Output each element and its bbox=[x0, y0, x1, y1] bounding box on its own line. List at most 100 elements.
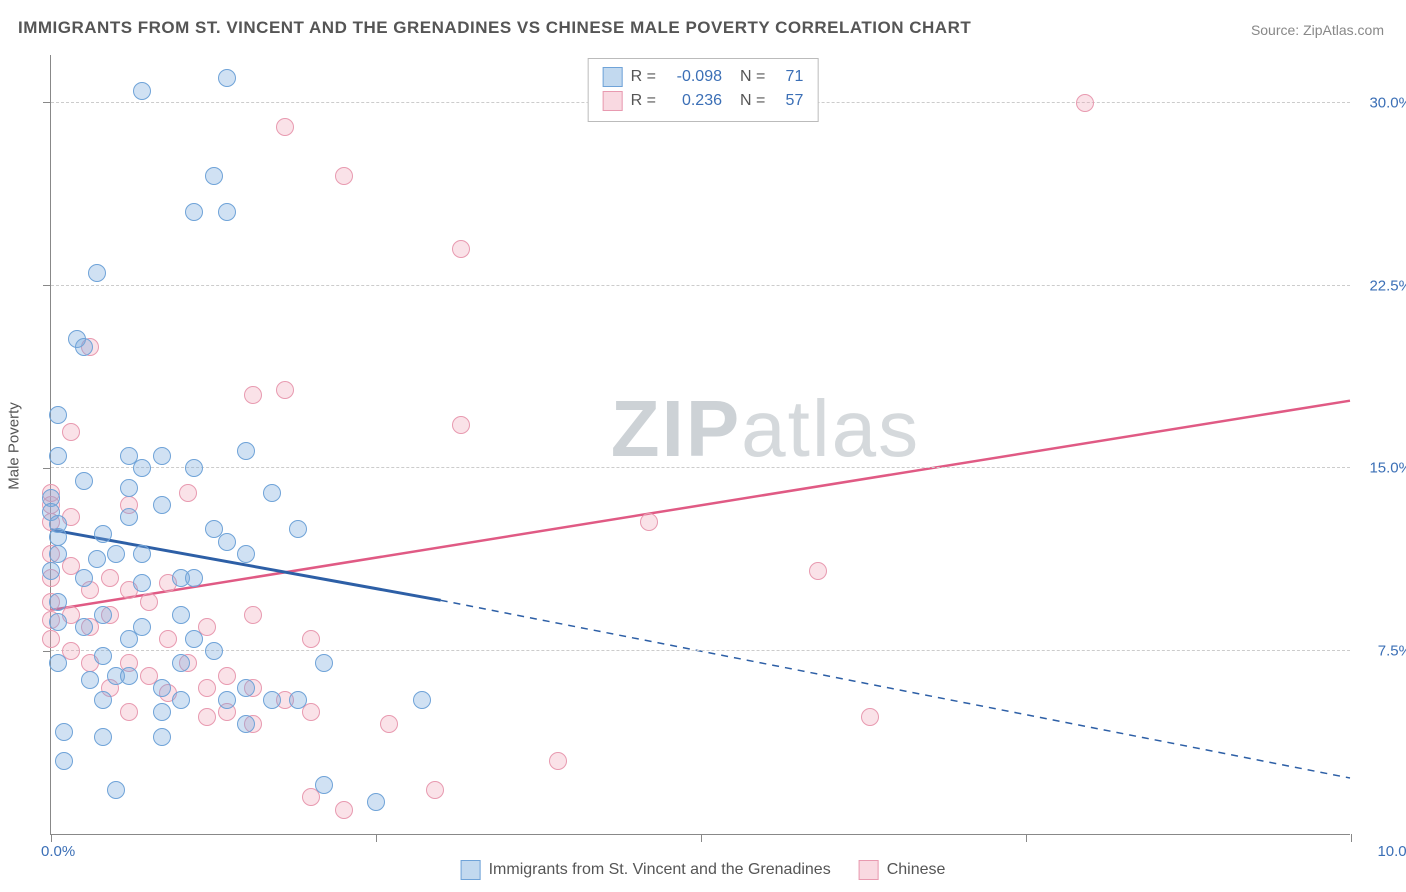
data-point-blue bbox=[42, 562, 60, 580]
data-point-pink bbox=[380, 715, 398, 733]
data-point-pink bbox=[244, 386, 262, 404]
data-point-blue bbox=[49, 613, 67, 631]
data-point-blue bbox=[237, 442, 255, 460]
data-point-pink bbox=[244, 606, 262, 624]
data-point-pink bbox=[452, 416, 470, 434]
data-point-blue bbox=[49, 545, 67, 563]
data-point-blue bbox=[133, 545, 151, 563]
data-point-blue bbox=[185, 459, 203, 477]
data-point-blue bbox=[237, 715, 255, 733]
data-point-blue bbox=[49, 654, 67, 672]
data-point-blue bbox=[75, 618, 93, 636]
gridline-y bbox=[51, 650, 1350, 651]
data-point-blue bbox=[263, 484, 281, 502]
data-point-blue bbox=[120, 479, 138, 497]
data-point-blue bbox=[172, 691, 190, 709]
data-point-blue bbox=[153, 728, 171, 746]
legend-series: Immigrants from St. Vincent and the Gren… bbox=[453, 858, 954, 882]
data-point-blue bbox=[133, 618, 151, 636]
data-point-blue bbox=[153, 703, 171, 721]
x-tick-label-min: 0.0% bbox=[41, 843, 75, 860]
data-point-blue bbox=[133, 459, 151, 477]
data-point-blue bbox=[133, 574, 151, 592]
data-point-blue bbox=[237, 545, 255, 563]
data-point-blue bbox=[289, 691, 307, 709]
y-tick-label: 30.0% bbox=[1369, 94, 1406, 111]
watermark: ZIPatlas bbox=[611, 383, 920, 475]
data-point-pink bbox=[809, 562, 827, 580]
plot-area: ZIPatlas 7.5%15.0%22.5%30.0%0.0%10.0% bbox=[50, 55, 1350, 835]
data-point-pink bbox=[335, 167, 353, 185]
data-point-blue bbox=[218, 69, 236, 87]
data-point-pink bbox=[42, 630, 60, 648]
data-point-blue bbox=[81, 671, 99, 689]
legend-item-pink: Chinese bbox=[859, 860, 946, 880]
data-point-blue bbox=[205, 642, 223, 660]
legend-row-blue: R = -0.098 N = 71 bbox=[603, 65, 804, 89]
y-axis-label: Male Poverty bbox=[6, 402, 23, 490]
data-point-pink bbox=[140, 593, 158, 611]
data-point-blue bbox=[367, 793, 385, 811]
legend-correlation: R = -0.098 N = 71 R = 0.236 N = 57 bbox=[588, 58, 819, 122]
data-point-blue bbox=[94, 647, 112, 665]
data-point-blue bbox=[263, 691, 281, 709]
data-point-blue bbox=[218, 533, 236, 551]
data-point-blue bbox=[153, 679, 171, 697]
chart-title: IMMIGRANTS FROM ST. VINCENT AND THE GREN… bbox=[18, 18, 971, 38]
data-point-blue bbox=[55, 752, 73, 770]
legend-item-blue: Immigrants from St. Vincent and the Gren… bbox=[461, 860, 831, 880]
data-point-blue bbox=[75, 569, 93, 587]
legend-swatch-pink bbox=[603, 91, 623, 111]
data-point-pink bbox=[426, 781, 444, 799]
data-point-pink bbox=[302, 630, 320, 648]
data-point-pink bbox=[179, 484, 197, 502]
data-point-blue bbox=[49, 447, 67, 465]
legend-swatch-blue bbox=[603, 67, 623, 87]
data-point-blue bbox=[185, 630, 203, 648]
data-point-blue bbox=[49, 593, 67, 611]
data-point-blue bbox=[120, 508, 138, 526]
data-point-blue bbox=[88, 264, 106, 282]
data-point-blue bbox=[55, 723, 73, 741]
legend-swatch-blue-icon bbox=[461, 860, 481, 880]
legend-row-pink: R = 0.236 N = 57 bbox=[603, 89, 804, 113]
data-point-blue bbox=[94, 606, 112, 624]
data-point-blue bbox=[153, 496, 171, 514]
data-point-blue bbox=[133, 82, 151, 100]
data-point-blue bbox=[237, 679, 255, 697]
data-point-blue bbox=[218, 691, 236, 709]
y-tick-label: 7.5% bbox=[1378, 643, 1406, 660]
data-point-blue bbox=[49, 406, 67, 424]
data-point-pink bbox=[276, 118, 294, 136]
data-point-pink bbox=[335, 801, 353, 819]
data-point-blue bbox=[88, 550, 106, 568]
data-point-blue bbox=[172, 654, 190, 672]
data-point-blue bbox=[185, 203, 203, 221]
data-point-pink bbox=[120, 703, 138, 721]
data-point-pink bbox=[1076, 94, 1094, 112]
data-point-pink bbox=[549, 752, 567, 770]
data-point-pink bbox=[198, 708, 216, 726]
data-point-blue bbox=[120, 667, 138, 685]
data-point-blue bbox=[49, 528, 67, 546]
data-point-pink bbox=[218, 667, 236, 685]
data-point-blue bbox=[94, 525, 112, 543]
data-point-blue bbox=[218, 203, 236, 221]
source-label: Source: ZipAtlas.com bbox=[1251, 22, 1384, 38]
data-point-blue bbox=[94, 691, 112, 709]
x-tick-label-max: 10.0% bbox=[1377, 843, 1406, 860]
data-point-blue bbox=[94, 728, 112, 746]
gridline-y bbox=[51, 285, 1350, 286]
data-point-pink bbox=[198, 679, 216, 697]
data-point-blue bbox=[289, 520, 307, 538]
data-point-blue bbox=[315, 776, 333, 794]
data-point-pink bbox=[640, 513, 658, 531]
data-point-blue bbox=[75, 472, 93, 490]
data-point-pink bbox=[62, 423, 80, 441]
data-point-pink bbox=[101, 569, 119, 587]
data-point-blue bbox=[185, 569, 203, 587]
data-point-pink bbox=[159, 630, 177, 648]
legend-swatch-pink-icon bbox=[859, 860, 879, 880]
data-point-blue bbox=[153, 447, 171, 465]
data-point-blue bbox=[205, 167, 223, 185]
